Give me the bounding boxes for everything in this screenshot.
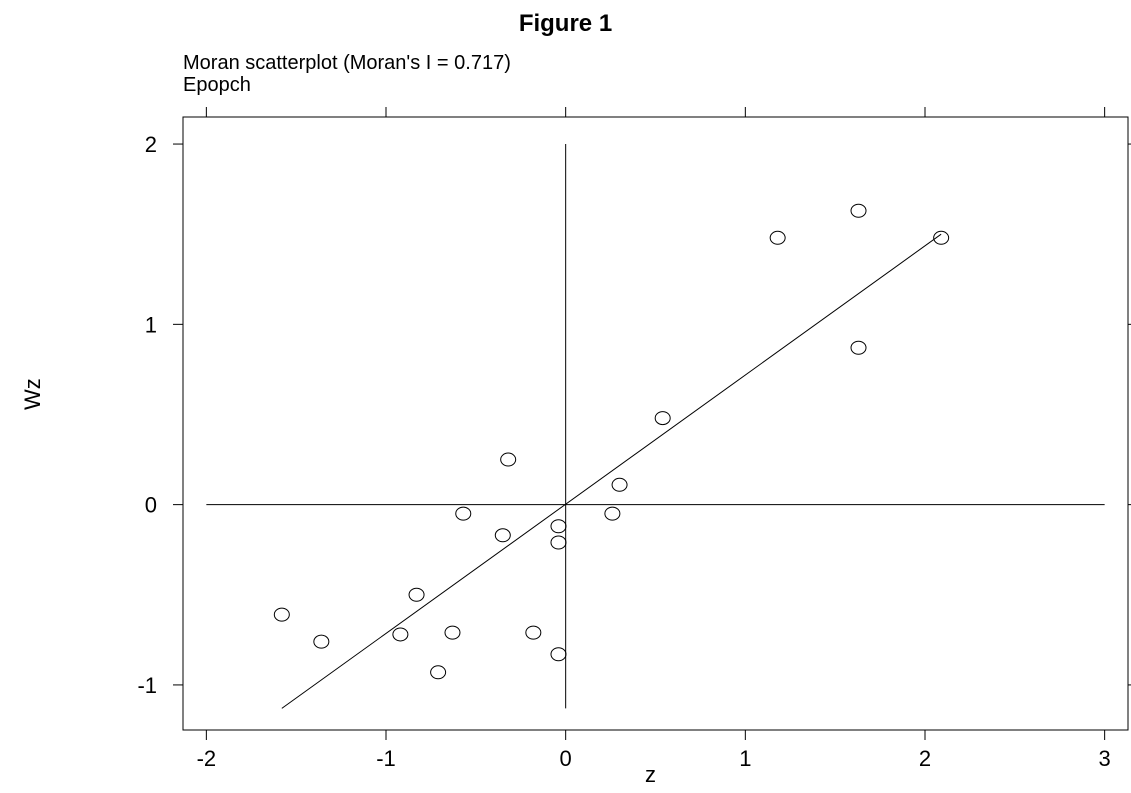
data-point <box>850 340 867 355</box>
data-point <box>430 665 447 680</box>
y-tick-label: 0 <box>145 493 157 518</box>
x-tick-label: -1 <box>376 746 396 771</box>
plot-frame <box>182 116 1129 731</box>
data-point <box>313 634 330 649</box>
y-tick-label: 2 <box>145 132 157 157</box>
data-point <box>550 519 567 534</box>
data-point <box>392 627 409 642</box>
data-point <box>408 587 425 602</box>
x-tick-label: 3 <box>1099 746 1111 771</box>
y-tick-label: -1 <box>137 673 157 698</box>
x-axis-label: z <box>645 762 656 787</box>
x-tick-label: 1 <box>739 746 751 771</box>
x-tick-label: 2 <box>919 746 931 771</box>
plot-title: Moran scatterplot (Moran's I = 0.717) <box>183 52 511 74</box>
data-point <box>611 477 628 492</box>
regression-line <box>281 233 942 709</box>
data-point <box>550 647 567 662</box>
data-point <box>654 411 671 426</box>
figure-title: Figure 1 <box>518 10 613 37</box>
data-point <box>525 625 542 640</box>
data-point <box>850 203 867 218</box>
plot-subtitle: Epopch <box>183 74 251 96</box>
data-point <box>444 625 461 640</box>
data-point <box>494 528 511 543</box>
data-point <box>455 506 472 521</box>
data-point <box>500 452 517 467</box>
x-tick-label: -2 <box>197 746 217 771</box>
data-point <box>273 607 290 622</box>
data-point <box>550 535 567 550</box>
data-point <box>933 230 950 245</box>
data-point <box>604 506 621 521</box>
data-point <box>769 230 786 245</box>
x-tick-label: 0 <box>560 746 572 771</box>
y-axis-label: Wz <box>20 378 45 410</box>
y-tick-label: 1 <box>145 312 157 337</box>
